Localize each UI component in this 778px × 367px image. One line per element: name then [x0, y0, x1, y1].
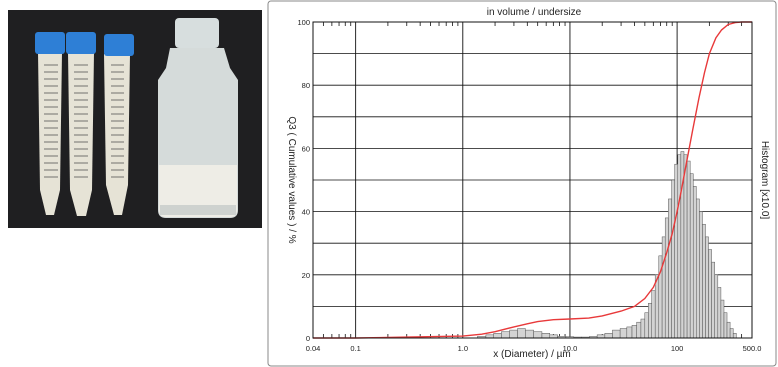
glass-bottle — [158, 18, 238, 218]
histogram-bar — [493, 333, 502, 339]
histogram-bar — [692, 186, 697, 339]
x-tick-label: 1.0 — [458, 344, 468, 353]
y-axis-label-right: Histogram [x10.0] — [759, 141, 770, 220]
histogram-bar — [702, 223, 706, 339]
falcon-tube-2 — [66, 32, 96, 216]
histogram-bar — [671, 179, 675, 339]
y-tick-label: 100 — [297, 18, 310, 27]
tube-cap — [104, 34, 134, 56]
histogram-bar — [699, 211, 703, 339]
histogram-bar — [517, 328, 526, 339]
y-tick-label: 80 — [302, 81, 310, 90]
histogram-bar — [677, 154, 682, 339]
x-axis-ticks: 0.04 0.1 1.0 10.0 100 500.0 — [306, 344, 762, 353]
histogram-bar — [651, 290, 656, 339]
tube-cap — [35, 32, 65, 54]
histogram-bar — [717, 287, 722, 339]
plot-area — [312, 21, 753, 339]
histogram-bar — [612, 329, 621, 339]
histogram-bar — [501, 331, 510, 339]
y-axis-ticks: 0 20 40 60 80 100 — [297, 18, 310, 343]
histogram-bar — [711, 261, 715, 339]
y-axis-label-left: Q3 ( Cumulative values ) / % — [286, 116, 297, 243]
x-axis-label: x (Diameter) / µm — [493, 349, 570, 360]
histogram-bar — [631, 325, 637, 339]
histogram-bar — [705, 236, 709, 339]
histogram-bar — [723, 312, 728, 339]
tube-gradations — [44, 64, 124, 178]
histogram-bar — [686, 160, 691, 339]
tube-cap — [66, 32, 96, 54]
histogram-bar — [619, 328, 628, 339]
histogram-bar — [509, 329, 518, 339]
histogram-bar — [626, 326, 633, 339]
histogram-bar — [696, 198, 700, 339]
histogram-bar — [689, 173, 694, 339]
sample-photo — [8, 10, 262, 228]
y-tick-label: 40 — [302, 208, 310, 217]
histogram-bar — [708, 249, 712, 339]
histogram-bar — [654, 274, 660, 339]
cumulative-curve — [313, 21, 752, 339]
histogram-bar — [661, 236, 666, 339]
falcon-tube-3 — [104, 34, 134, 215]
histogram-bar — [664, 217, 669, 339]
x-tick-label: 0.1 — [350, 344, 360, 353]
histogram-bar — [636, 321, 642, 339]
sediment-layer — [159, 165, 237, 217]
histogram-bar — [533, 331, 543, 339]
histogram-bar — [726, 321, 731, 339]
histogram-bar — [640, 318, 646, 339]
histogram-bar — [604, 333, 613, 339]
x-tick-label: 10.0 — [563, 344, 578, 353]
histogram-bar — [729, 328, 734, 339]
histogram-bar — [714, 274, 719, 339]
histogram-bar — [541, 333, 551, 339]
x-tick-label: 500.0 — [743, 344, 762, 353]
y-tick-label: 20 — [302, 271, 310, 280]
histogram-bar — [732, 333, 737, 339]
y-tick-label: 0 — [306, 334, 310, 343]
particle-size-chart: in volume / undersize 0.04 0.1 1.0 10.0 100 5… — [267, 0, 777, 367]
y-tick-label: 60 — [302, 144, 310, 153]
histogram-bar — [668, 198, 672, 339]
histogram-bar — [720, 299, 725, 339]
chart-title: in volume / undersize — [487, 7, 582, 18]
histogram-bar — [683, 154, 688, 339]
histogram-bar — [674, 163, 679, 339]
histogram-bar — [644, 312, 649, 339]
x-tick-label: 0.04 — [306, 344, 321, 353]
histogram-bar — [648, 302, 652, 339]
x-tick-label: 100 — [671, 344, 684, 353]
histogram-bar — [525, 329, 534, 339]
